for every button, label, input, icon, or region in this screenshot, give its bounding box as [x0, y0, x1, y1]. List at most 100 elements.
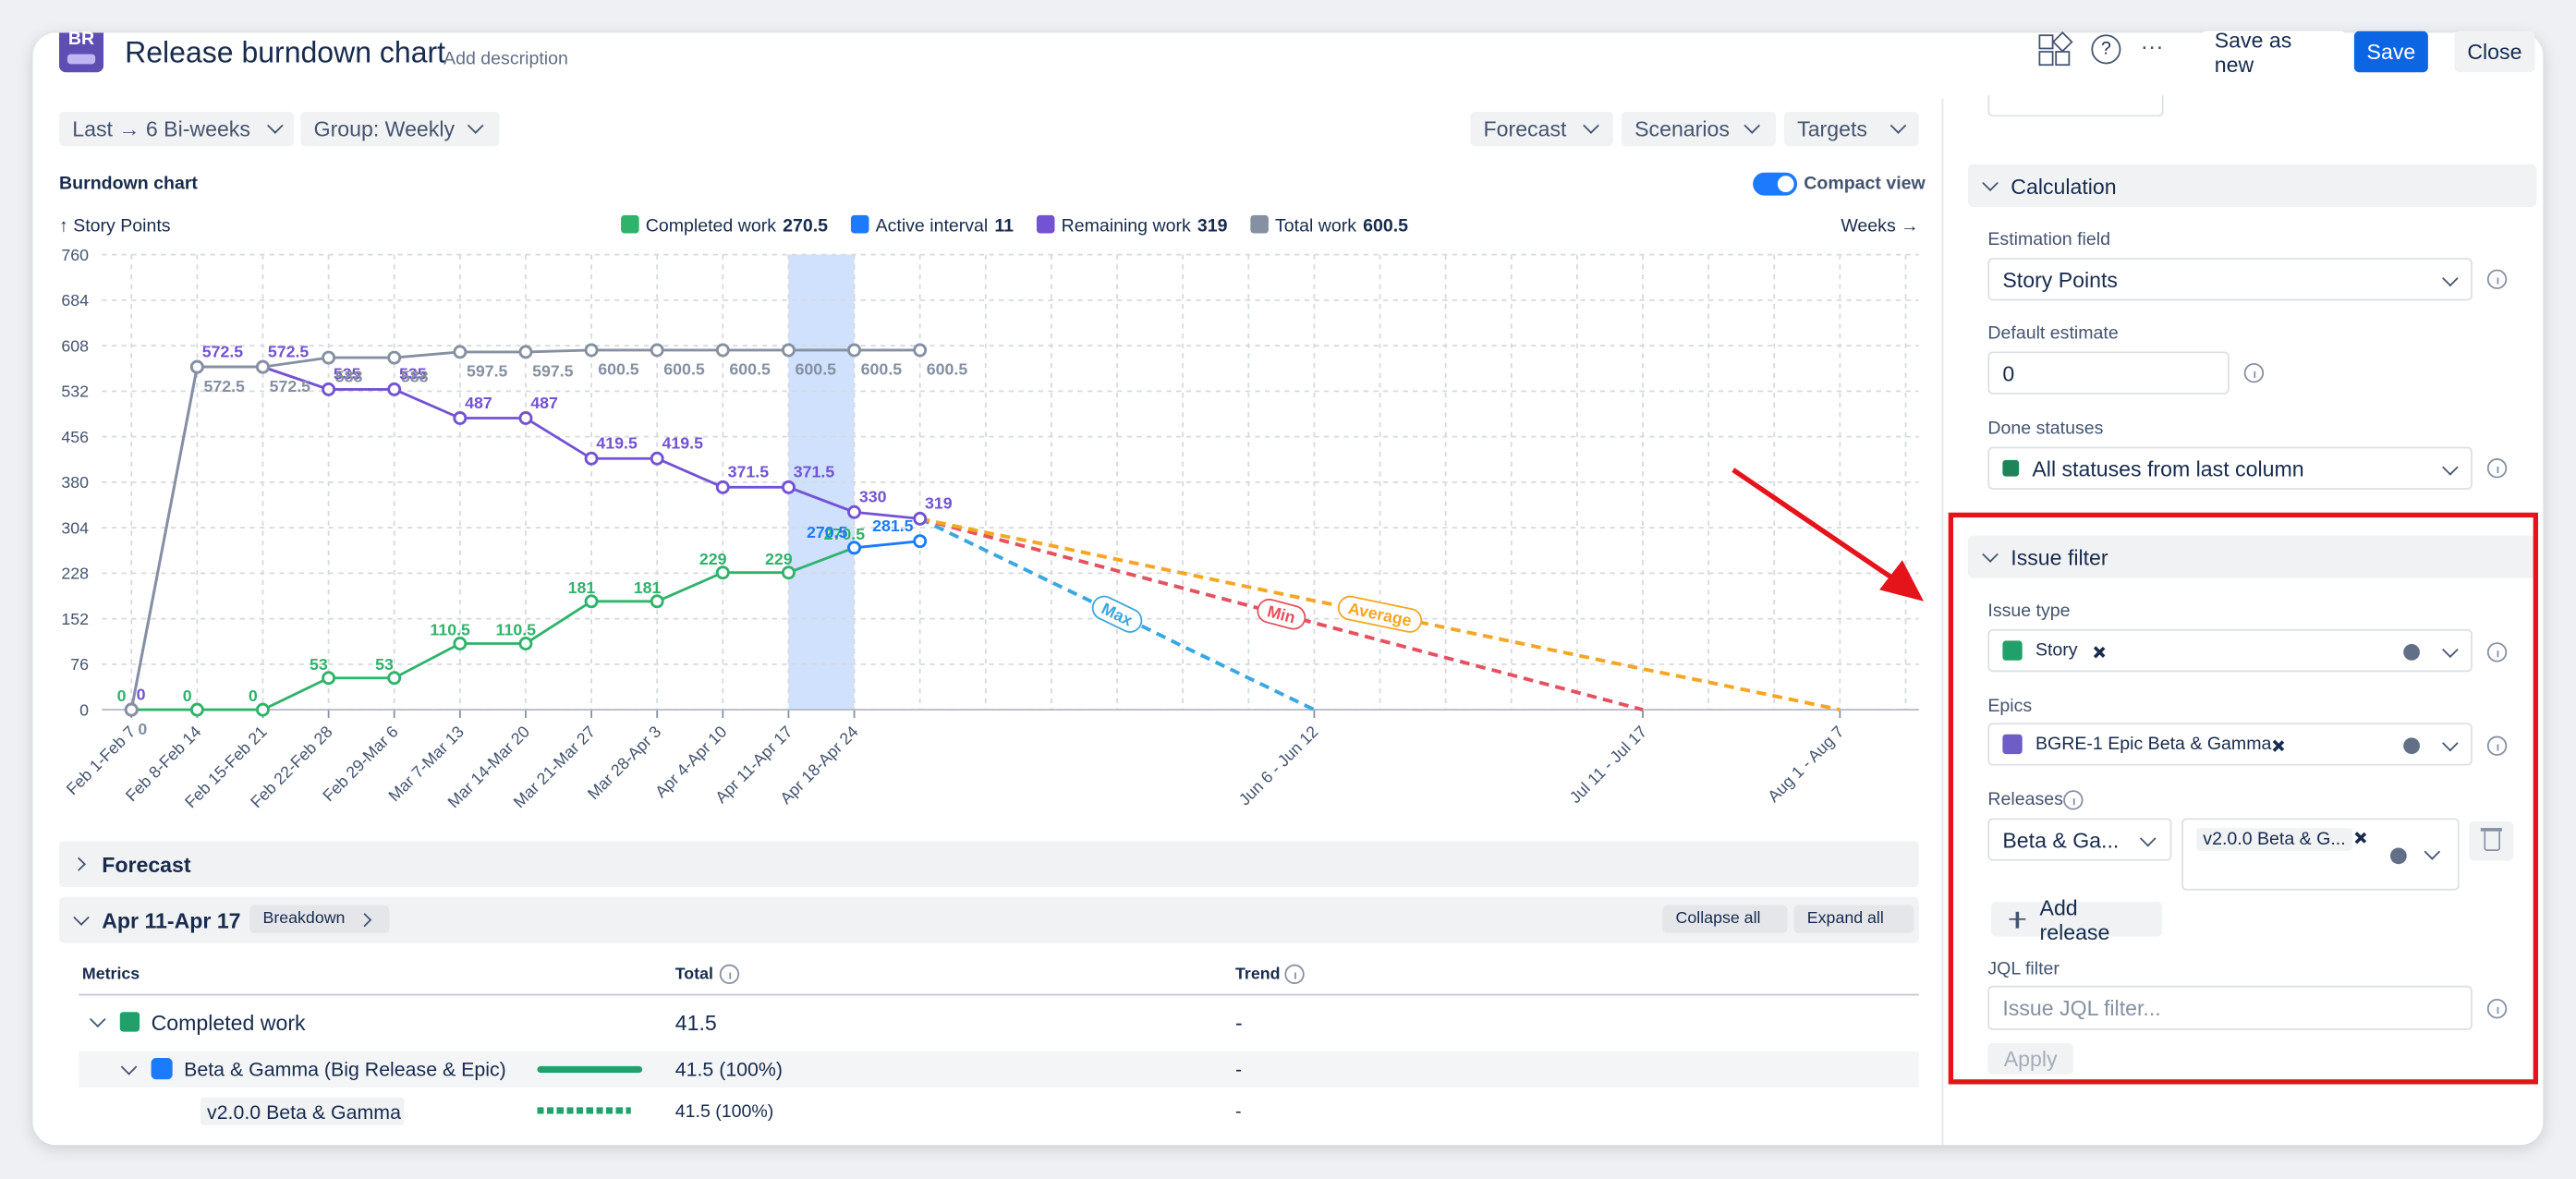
icon-part	[2038, 51, 2054, 67]
legend-swatch	[1036, 214, 1055, 234]
save-as-new-button[interactable]: Save as new	[2201, 27, 2346, 77]
tag-text: BGRE-1 Epic Beta & Gamma	[2035, 734, 2272, 755]
point	[518, 345, 533, 359]
point	[847, 343, 862, 358]
data-label: 487	[465, 394, 492, 412]
info-icon[interactable]	[2486, 999, 2508, 1019]
epic-icon	[2002, 734, 2023, 755]
info-icon[interactable]	[1284, 964, 1305, 985]
jql-input[interactable]: Issue JQL filter...	[1987, 985, 2473, 1030]
point	[387, 350, 402, 365]
scenarios-menu[interactable]: Scenarios	[1621, 111, 1777, 147]
compact-toggle[interactable]	[1753, 172, 1798, 196]
add-description[interactable]: Add description	[444, 49, 568, 69]
info-icon[interactable]	[2243, 362, 2265, 383]
calculation-header[interactable]: Calculation	[1968, 164, 2537, 208]
menu-text: Targets	[1797, 116, 1867, 141]
help-icon[interactable]: ?	[2091, 34, 2121, 65]
epics-select[interactable]: BGRE-1 Epic Beta & Gamma	[1987, 723, 2473, 766]
default-estimate-input[interactable]: 0	[1987, 351, 2230, 395]
y-tick-label: 304	[61, 518, 89, 537]
more-icon[interactable]: ···	[2140, 32, 2164, 60]
forecast-menu[interactable]: Forecast	[1470, 111, 1613, 147]
issue-type-select[interactable]: Story	[1987, 628, 2473, 673]
clear-icon[interactable]	[2403, 737, 2420, 755]
data-label: 600.5	[927, 360, 968, 379]
x-tick-label: Aug 1 - Aug 7	[1764, 723, 1847, 806]
y-tick-label: 684	[61, 291, 89, 310]
info-icon[interactable]	[2063, 790, 2084, 810]
breakdown-button[interactable]: Breakdown	[249, 905, 390, 933]
point	[387, 671, 402, 686]
point	[781, 480, 796, 494]
targets-menu[interactable]: Targets	[1783, 111, 1919, 147]
release-group-select[interactable]: Beta & Ga...	[1987, 818, 2172, 861]
row-trend: -	[1235, 1058, 1243, 1081]
data-label: 281.5	[872, 517, 914, 535]
forecast-title: Forecast	[102, 852, 191, 878]
group-select[interactable]: Group: Weekly	[300, 111, 500, 147]
issue-filter-header[interactable]: Issue filter	[1968, 535, 2537, 578]
data-label: 330	[859, 488, 887, 506]
share-bar	[537, 1107, 631, 1114]
point	[322, 382, 336, 396]
info-icon[interactable]	[2486, 458, 2508, 479]
release-select[interactable]: v2.0.0 Beta & G...	[2181, 818, 2460, 891]
close-button[interactable]: Close	[2454, 30, 2535, 73]
point	[387, 382, 402, 396]
data-label: 371.5	[794, 463, 835, 481]
annotation-arrow	[1732, 468, 1925, 602]
y-tick-label: 380	[61, 473, 89, 492]
chevron	[2442, 459, 2459, 476]
done-statuses-select[interactable]: All statuses from last column	[1987, 446, 2473, 490]
expand-all-button[interactable]: Expand all	[1793, 905, 1914, 933]
tag-text: v2.0.0 Beta & G...	[2196, 828, 2352, 852]
data-label: 597.5	[467, 362, 508, 381]
chart-title: Burndown chart	[59, 174, 198, 194]
data-label: 181	[634, 578, 662, 597]
field-label: JQL filter	[1987, 959, 2060, 979]
apps-icon[interactable]	[2038, 31, 2073, 67]
input-value: 0	[2002, 360, 2015, 385]
add-release-button[interactable]: Add release	[1990, 894, 2162, 943]
data-label: 0	[138, 720, 147, 738]
point	[650, 451, 664, 466]
save-button[interactable]: Save	[2353, 30, 2428, 73]
data-label: 487	[530, 394, 558, 412]
estimation-select[interactable]: Story Points	[1987, 258, 2473, 301]
plus-icon	[2009, 910, 2026, 928]
menu-text: Scenarios	[1634, 116, 1730, 141]
range-select[interactable]: Last → 6 Bi-weeks	[59, 111, 295, 147]
data-label: 600.5	[861, 360, 903, 379]
trash-body	[2484, 831, 2501, 852]
point	[847, 541, 862, 555]
row-total: 41.5 (100%)	[674, 1058, 783, 1081]
section-title: Calculation	[2011, 174, 2117, 200]
collapse-all-button[interactable]: Collapse all	[1662, 905, 1788, 933]
point	[453, 345, 468, 359]
clear-icon[interactable]	[2403, 643, 2420, 661]
apply-button[interactable]: Apply	[1987, 1043, 2073, 1075]
point	[453, 411, 468, 425]
info-icon[interactable]	[2486, 269, 2508, 289]
legend-label: Total work	[1275, 216, 1356, 237]
y-tick-label: 760	[61, 246, 89, 264]
forecast-section[interactable]: Forecast	[59, 841, 1919, 888]
point	[322, 350, 336, 365]
y-tick-label: 456	[61, 428, 89, 446]
point	[256, 359, 270, 374]
clear-icon[interactable]	[2389, 847, 2407, 865]
info-icon[interactable]	[2486, 735, 2508, 756]
period-title: Apr 11-Apr 17	[102, 908, 241, 933]
delete-button[interactable]	[2469, 821, 2514, 861]
field-label: Done statuses	[1987, 419, 2104, 439]
data-label: 0	[249, 687, 258, 705]
series-line	[131, 546, 856, 711]
field-label: Issue type	[1987, 601, 2071, 622]
forecast-line	[919, 517, 1644, 711]
info-icon[interactable]	[2486, 642, 2508, 662]
version-chip	[200, 1097, 405, 1125]
data-label: 600.5	[729, 360, 771, 379]
point	[715, 565, 730, 580]
info-icon[interactable]	[719, 964, 740, 985]
